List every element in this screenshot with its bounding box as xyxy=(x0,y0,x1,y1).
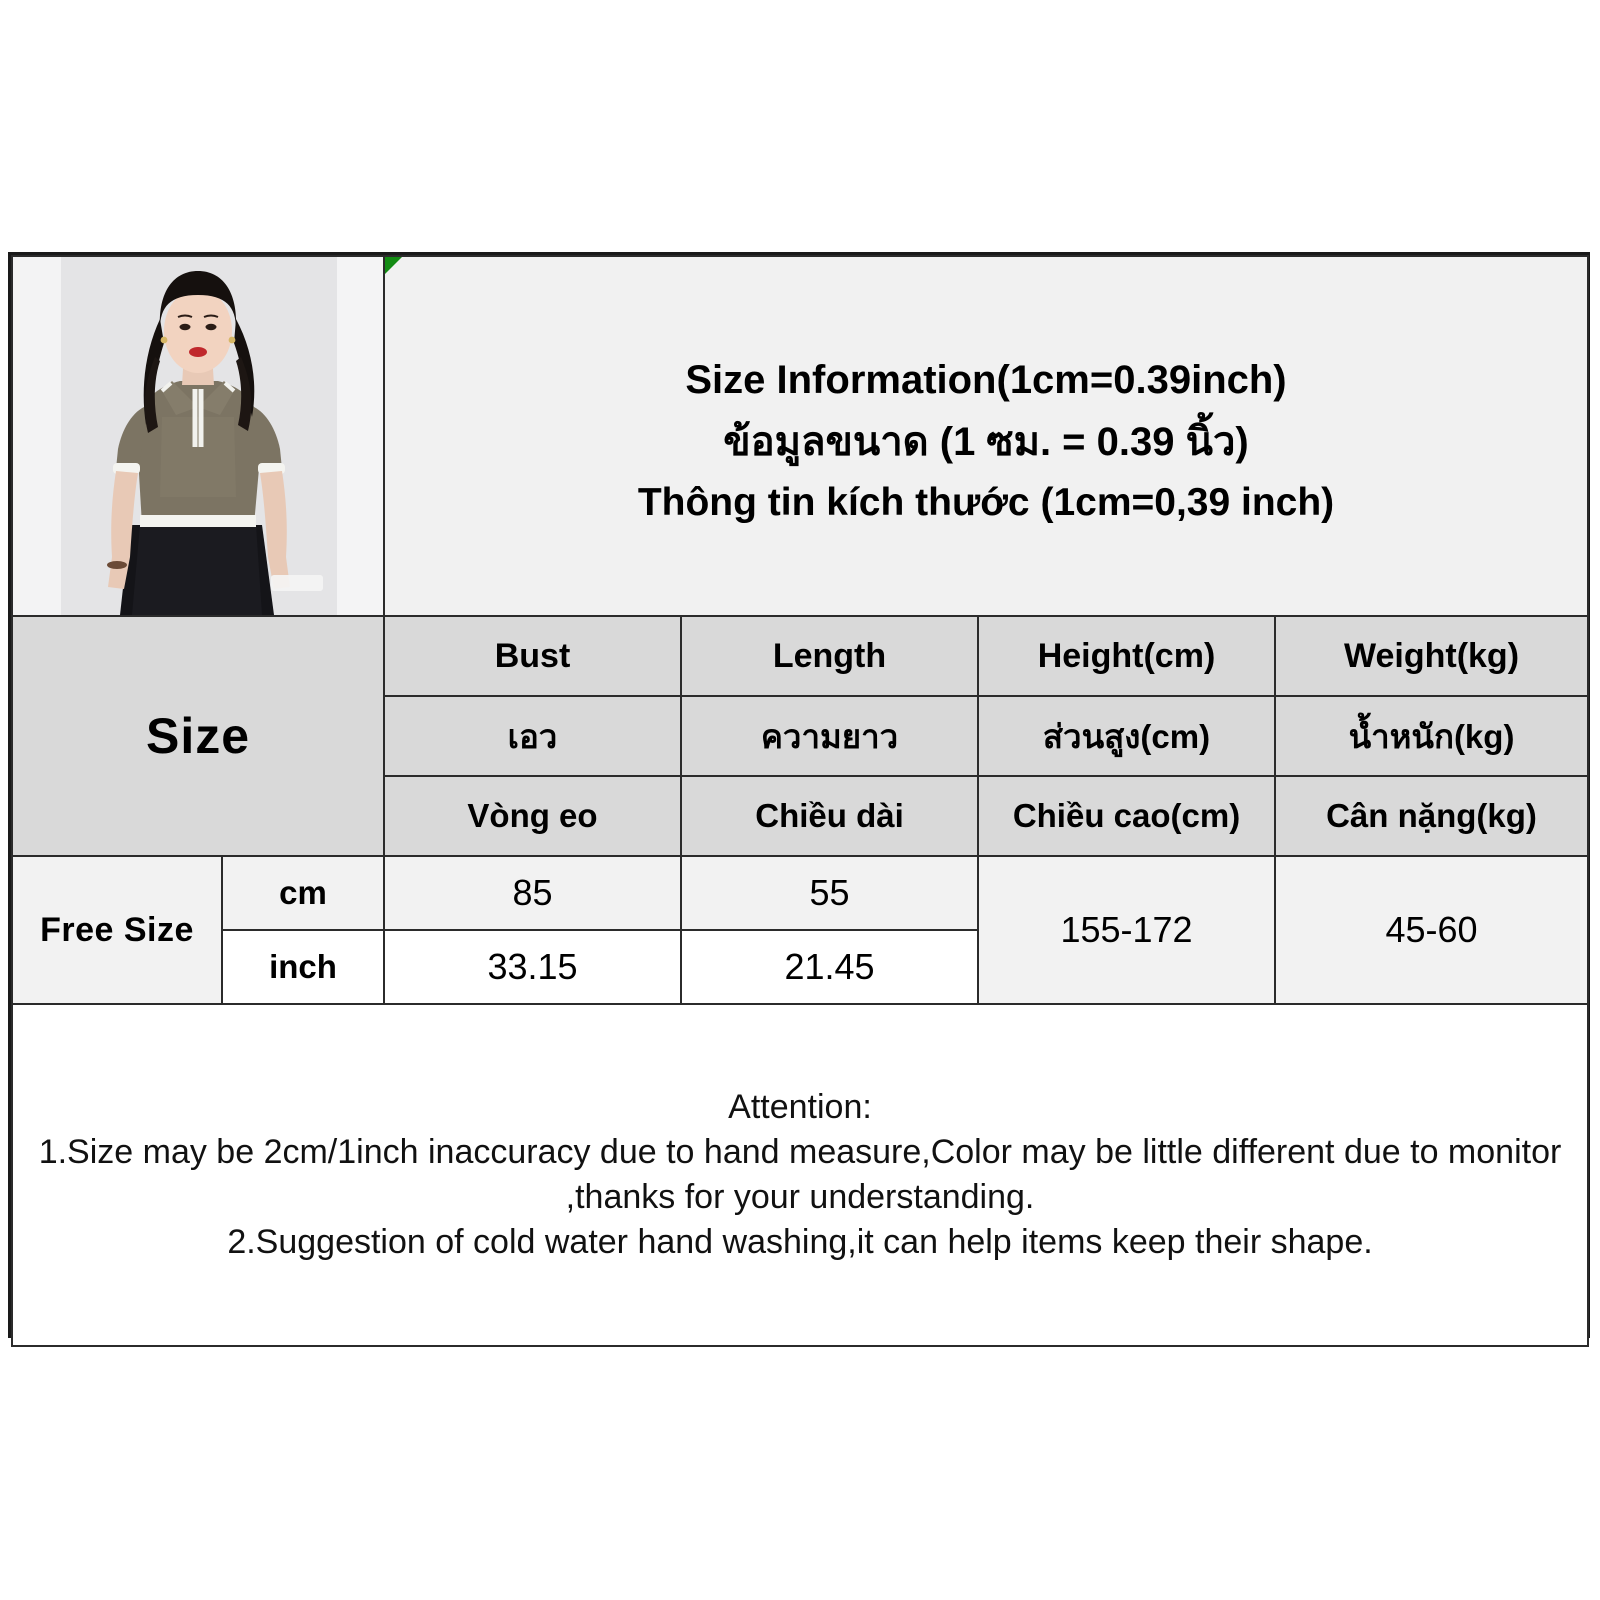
backdrop-band-left xyxy=(13,257,61,615)
title-line-vi: Thông tin kích thước (1cm=0,39 inch) xyxy=(637,480,1335,524)
height-value: 155-172 xyxy=(977,855,1276,1005)
length-inch-value: 21.45 xyxy=(680,929,979,1005)
row-size-label: Free Size xyxy=(11,855,223,1005)
header-height-th: ส่วนสูง(cm) xyxy=(977,695,1276,777)
header-weight-en: Weight(kg) xyxy=(1273,615,1590,697)
product-photo-cell xyxy=(11,255,385,617)
column-header-row-en: Size Bust Length Height(cm) Weight(kg) xyxy=(11,615,1590,857)
comment-marker-icon xyxy=(385,257,402,274)
unit-cell-inch: inch xyxy=(221,929,385,1005)
header-length-vi: Chiều dài xyxy=(680,775,979,857)
bust-cm-value: 85 xyxy=(383,855,682,931)
attention-cell: Attention: 1.Size may be 2cm/1inch inacc… xyxy=(10,1003,1590,1347)
bust-inch-value: 33.15 xyxy=(383,929,682,1005)
title-cell: Size Information(1cm=0.39inch) ข้อมูลขนา… xyxy=(382,255,1590,617)
title-line-th: ข้อมูลขนาด (1 ซม. = 0.39 นิ้ว) xyxy=(723,419,1249,464)
size-column-header: Size xyxy=(11,615,385,857)
header-bust-en: Bust xyxy=(383,615,682,697)
header-length-th: ความยาว xyxy=(680,695,979,777)
attention-heading: Attention: xyxy=(728,1088,872,1127)
weight-value: 45-60 xyxy=(1273,855,1590,1005)
header-band-row: Size Information(1cm=0.39inch) ข้อมูลขนา… xyxy=(11,255,1590,617)
model-illustration xyxy=(107,271,290,615)
header-bust-vi: Vòng eo xyxy=(383,775,682,857)
product-photo xyxy=(13,257,383,615)
length-cm-value: 55 xyxy=(680,855,979,931)
column-header-row-vi: Vòng eo Chiều dài Chiều cao(cm) Cân nặng… xyxy=(12,775,1590,857)
attention-row: Attention: 1.Size may be 2cm/1inch inacc… xyxy=(10,1003,1590,1347)
table-row-inch: inch 33.15 21.45 xyxy=(12,929,1588,1005)
unit-cell-cm: cm xyxy=(221,855,385,931)
table-row-cm: Free Size cm 85 55 155-172 45-60 xyxy=(11,855,1590,1005)
backdrop-band-right xyxy=(337,257,383,615)
header-length-en: Length xyxy=(680,615,979,697)
header-bust-th: เอว xyxy=(383,695,682,777)
size-chart-table-container: Size Information(1cm=0.39inch) ข้อมูลขนา… xyxy=(8,252,1590,1347)
column-header-row-th: เอว ความยาว ส่วนสูง(cm) น้ำหนัก(kg) xyxy=(12,695,1590,777)
header-weight-th: น้ำหนัก(kg) xyxy=(1273,695,1590,777)
title-stack: Size Information(1cm=0.39inch) ข้อมูลขนา… xyxy=(385,325,1587,548)
attention-item-1: 1.Size may be 2cm/1inch inaccuracy due t… xyxy=(38,1133,1562,1216)
header-height-vi: Chiều cao(cm) xyxy=(977,775,1276,857)
title-line-en: Size Information(1cm=0.39inch) xyxy=(685,357,1287,402)
attention-item-2: 2.Suggestion of cold water hand washing,… xyxy=(227,1222,1373,1261)
size-chart-table: Size Information(1cm=0.39inch) ข้อมูลขนา… xyxy=(10,255,1590,1347)
header-height-en: Height(cm) xyxy=(977,615,1276,697)
header-weight-vi: Cân nặng(kg) xyxy=(1273,775,1590,857)
photo-watermark xyxy=(271,575,323,591)
